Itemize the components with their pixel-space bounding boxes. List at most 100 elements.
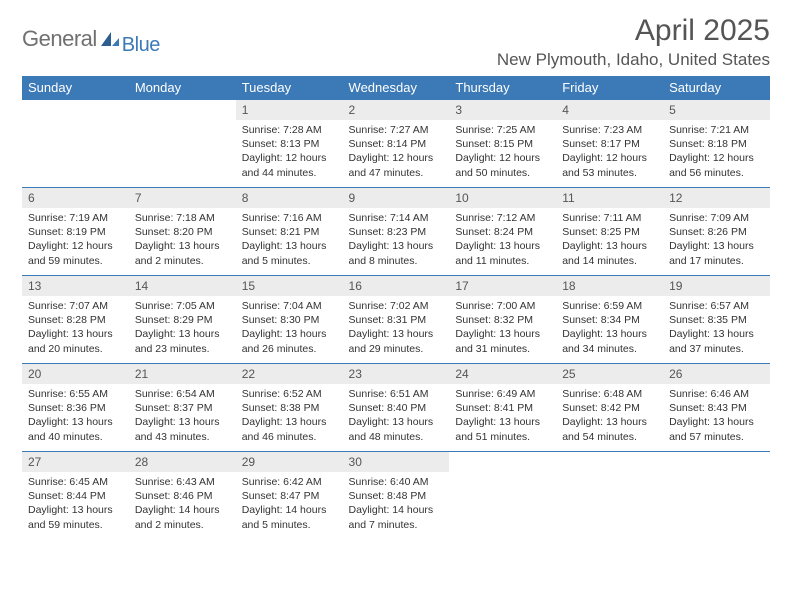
empty-cell <box>449 452 556 540</box>
sunset-line: Sunset: 8:46 PM <box>135 489 230 503</box>
day-cell: 18Sunrise: 6:59 AMSunset: 8:34 PMDayligh… <box>556 276 663 364</box>
sunset-line: Sunset: 8:48 PM <box>349 489 444 503</box>
sunrise-line: Sunrise: 7:11 AM <box>562 211 657 225</box>
sunrise-line: Sunrise: 7:12 AM <box>455 211 550 225</box>
day-number: 27 <box>22 452 129 472</box>
daylight-line: Daylight: 12 hours and 56 minutes. <box>669 151 764 179</box>
daylight-line: Daylight: 13 hours and 59 minutes. <box>28 503 123 531</box>
day-number: 18 <box>556 276 663 296</box>
daylight-line: Daylight: 13 hours and 34 minutes. <box>562 327 657 355</box>
weekday-header: Tuesday <box>236 76 343 100</box>
weekday-header: Monday <box>129 76 236 100</box>
day-cell: 21Sunrise: 6:54 AMSunset: 8:37 PMDayligh… <box>129 364 236 452</box>
weekday-header: Thursday <box>449 76 556 100</box>
day-cell: 27Sunrise: 6:45 AMSunset: 8:44 PMDayligh… <box>22 452 129 540</box>
weekday-header: Saturday <box>663 76 770 100</box>
sunset-line: Sunset: 8:24 PM <box>455 225 550 239</box>
daylight-line: Daylight: 12 hours and 59 minutes. <box>28 239 123 267</box>
daylight-line: Daylight: 12 hours and 50 minutes. <box>455 151 550 179</box>
sunrise-line: Sunrise: 7:07 AM <box>28 299 123 313</box>
day-number: 30 <box>343 452 450 472</box>
sunrise-line: Sunrise: 7:23 AM <box>562 123 657 137</box>
sunrise-line: Sunrise: 6:48 AM <box>562 387 657 401</box>
calendar-row: 20Sunrise: 6:55 AMSunset: 8:36 PMDayligh… <box>22 364 770 452</box>
day-number: 10 <box>449 188 556 208</box>
sunset-line: Sunset: 8:37 PM <box>135 401 230 415</box>
daylight-line: Daylight: 13 hours and 54 minutes. <box>562 415 657 443</box>
day-body: Sunrise: 7:12 AMSunset: 8:24 PMDaylight:… <box>449 208 556 270</box>
day-number: 12 <box>663 188 770 208</box>
day-number: 2 <box>343 100 450 120</box>
day-cell: 24Sunrise: 6:49 AMSunset: 8:41 PMDayligh… <box>449 364 556 452</box>
sunset-line: Sunset: 8:13 PM <box>242 137 337 151</box>
sunrise-line: Sunrise: 7:19 AM <box>28 211 123 225</box>
day-cell: 22Sunrise: 6:52 AMSunset: 8:38 PMDayligh… <box>236 364 343 452</box>
sunset-line: Sunset: 8:30 PM <box>242 313 337 327</box>
day-cell: 15Sunrise: 7:04 AMSunset: 8:30 PMDayligh… <box>236 276 343 364</box>
day-body: Sunrise: 7:21 AMSunset: 8:18 PMDaylight:… <box>663 120 770 182</box>
sunrise-line: Sunrise: 6:51 AM <box>349 387 444 401</box>
brand-general: General <box>22 26 97 51</box>
daylight-line: Daylight: 13 hours and 40 minutes. <box>28 415 123 443</box>
day-number: 28 <box>129 452 236 472</box>
sunrise-line: Sunrise: 6:57 AM <box>669 299 764 313</box>
daylight-line: Daylight: 14 hours and 5 minutes. <box>242 503 337 531</box>
sunset-line: Sunset: 8:36 PM <box>28 401 123 415</box>
day-cell: 16Sunrise: 7:02 AMSunset: 8:31 PMDayligh… <box>343 276 450 364</box>
daylight-line: Daylight: 13 hours and 17 minutes. <box>669 239 764 267</box>
day-body: Sunrise: 6:59 AMSunset: 8:34 PMDaylight:… <box>556 296 663 358</box>
sunset-line: Sunset: 8:31 PM <box>349 313 444 327</box>
day-body: Sunrise: 7:04 AMSunset: 8:30 PMDaylight:… <box>236 296 343 358</box>
sunset-line: Sunset: 8:41 PM <box>455 401 550 415</box>
sunrise-line: Sunrise: 7:16 AM <box>242 211 337 225</box>
sunrise-line: Sunrise: 6:49 AM <box>455 387 550 401</box>
day-cell: 8Sunrise: 7:16 AMSunset: 8:21 PMDaylight… <box>236 188 343 276</box>
day-number: 1 <box>236 100 343 120</box>
month-title: April 2025 <box>497 14 770 48</box>
day-number: 22 <box>236 364 343 384</box>
sunrise-line: Sunrise: 7:21 AM <box>669 123 764 137</box>
sunrise-line: Sunrise: 6:40 AM <box>349 475 444 489</box>
daylight-line: Daylight: 13 hours and 46 minutes. <box>242 415 337 443</box>
day-cell: 20Sunrise: 6:55 AMSunset: 8:36 PMDayligh… <box>22 364 129 452</box>
day-number: 17 <box>449 276 556 296</box>
day-body: Sunrise: 6:54 AMSunset: 8:37 PMDaylight:… <box>129 384 236 446</box>
sunset-line: Sunset: 8:42 PM <box>562 401 657 415</box>
day-body: Sunrise: 7:02 AMSunset: 8:31 PMDaylight:… <box>343 296 450 358</box>
day-body: Sunrise: 6:49 AMSunset: 8:41 PMDaylight:… <box>449 384 556 446</box>
sunrise-line: Sunrise: 7:25 AM <box>455 123 550 137</box>
day-cell: 23Sunrise: 6:51 AMSunset: 8:40 PMDayligh… <box>343 364 450 452</box>
sunset-line: Sunset: 8:34 PM <box>562 313 657 327</box>
sunset-line: Sunset: 8:38 PM <box>242 401 337 415</box>
day-number: 5 <box>663 100 770 120</box>
daylight-line: Daylight: 13 hours and 5 minutes. <box>242 239 337 267</box>
day-number: 23 <box>343 364 450 384</box>
sunset-line: Sunset: 8:17 PM <box>562 137 657 151</box>
day-body: Sunrise: 7:11 AMSunset: 8:25 PMDaylight:… <box>556 208 663 270</box>
sunset-line: Sunset: 8:26 PM <box>669 225 764 239</box>
day-number: 29 <box>236 452 343 472</box>
daylight-line: Daylight: 12 hours and 53 minutes. <box>562 151 657 179</box>
sunrise-line: Sunrise: 6:55 AM <box>28 387 123 401</box>
sunset-line: Sunset: 8:23 PM <box>349 225 444 239</box>
daylight-line: Daylight: 13 hours and 43 minutes. <box>135 415 230 443</box>
daylight-line: Daylight: 14 hours and 2 minutes. <box>135 503 230 531</box>
sunrise-line: Sunrise: 7:02 AM <box>349 299 444 313</box>
day-body: Sunrise: 7:07 AMSunset: 8:28 PMDaylight:… <box>22 296 129 358</box>
daylight-line: Daylight: 13 hours and 11 minutes. <box>455 239 550 267</box>
day-cell: 9Sunrise: 7:14 AMSunset: 8:23 PMDaylight… <box>343 188 450 276</box>
day-number: 16 <box>343 276 450 296</box>
calendar-row: 27Sunrise: 6:45 AMSunset: 8:44 PMDayligh… <box>22 452 770 540</box>
sunrise-line: Sunrise: 6:45 AM <box>28 475 123 489</box>
day-body: Sunrise: 6:40 AMSunset: 8:48 PMDaylight:… <box>343 472 450 534</box>
day-body: Sunrise: 6:45 AMSunset: 8:44 PMDaylight:… <box>22 472 129 534</box>
day-body: Sunrise: 7:28 AMSunset: 8:13 PMDaylight:… <box>236 120 343 182</box>
weekday-header: Sunday <box>22 76 129 100</box>
sunset-line: Sunset: 8:35 PM <box>669 313 764 327</box>
sunset-line: Sunset: 8:29 PM <box>135 313 230 327</box>
sunrise-line: Sunrise: 7:00 AM <box>455 299 550 313</box>
day-cell: 6Sunrise: 7:19 AMSunset: 8:19 PMDaylight… <box>22 188 129 276</box>
day-body: Sunrise: 6:46 AMSunset: 8:43 PMDaylight:… <box>663 384 770 446</box>
sunset-line: Sunset: 8:40 PM <box>349 401 444 415</box>
day-body: Sunrise: 6:43 AMSunset: 8:46 PMDaylight:… <box>129 472 236 534</box>
